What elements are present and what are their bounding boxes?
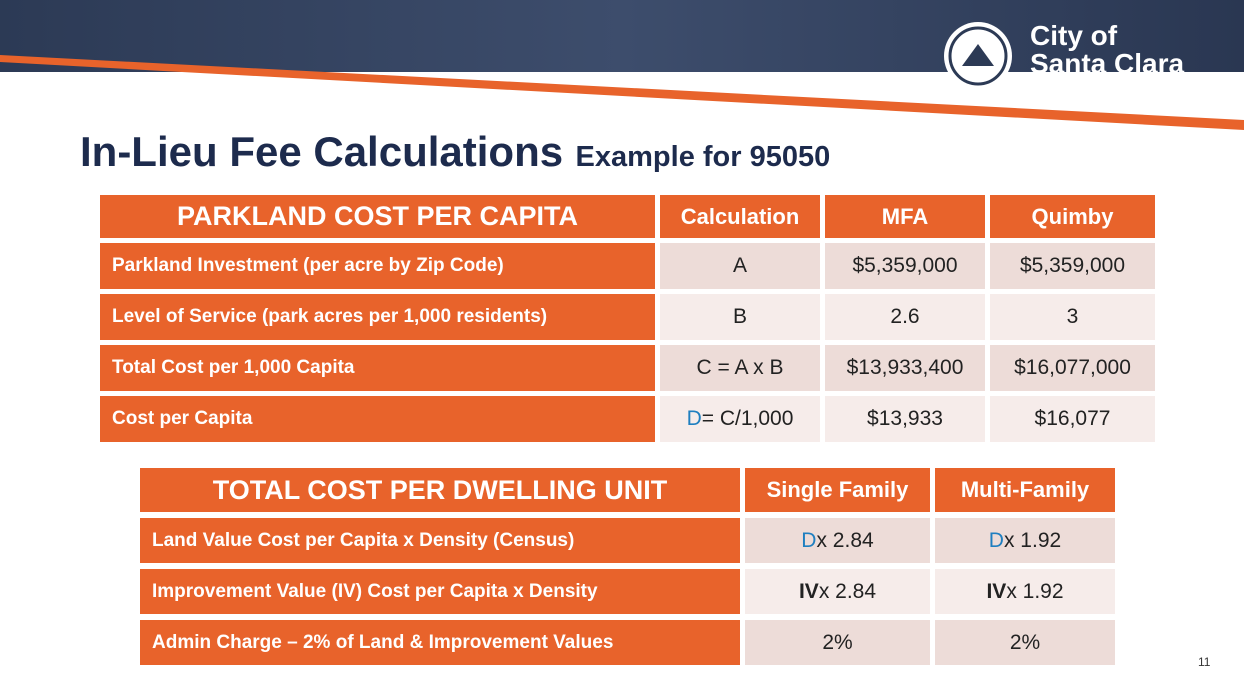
cell-text: x 2.84 — [818, 579, 877, 603]
header-cell: Single Family — [745, 468, 930, 512]
header-cell: Calculation — [660, 195, 820, 238]
cell-text: x 2.84 — [816, 528, 874, 552]
data-cell: $5,359,000 — [990, 243, 1155, 289]
row-label: Land Value Cost per Capita x Density (Ce… — [140, 518, 740, 563]
cell-text: IV — [986, 579, 1007, 603]
cell-text: IV — [798, 579, 819, 603]
cell-text: x 1.92 — [1003, 528, 1062, 552]
row-label: Level of Service (park acres per 1,000 r… — [100, 294, 655, 340]
data-cell: C = A x B — [660, 345, 820, 391]
data-cell: 2.6 — [825, 294, 985, 340]
cell-text: D — [686, 407, 702, 430]
header-cell: TOTAL COST PER DWELLING UNIT — [140, 468, 740, 512]
logo-line2: Santa Clara — [1030, 48, 1185, 79]
banner — [0, 0, 1244, 72]
header-cell: PARKLAND COST PER CAPITA — [100, 195, 655, 238]
cell-text: D — [988, 528, 1004, 552]
data-cell: $13,933,400 — [825, 345, 985, 391]
data-cell: IV x 2.84 — [745, 569, 930, 614]
title: In-Lieu Fee Calculations — [80, 128, 564, 175]
title-block: In-Lieu Fee Calculations Example for 950… — [80, 128, 830, 176]
data-cell: D x 1.92 — [935, 518, 1115, 563]
subtitle: Example for 95050 — [575, 141, 831, 173]
data-cell: 2% — [935, 620, 1115, 665]
seal-ring — [948, 26, 1008, 86]
cell-text: x 1.92 — [1006, 579, 1064, 603]
data-cell: 2% — [745, 620, 930, 665]
header-cell: Quimby — [990, 195, 1155, 238]
logo-tagline: The Center of What's Possible — [1030, 79, 1160, 89]
header-cell: Multi-Family — [935, 468, 1115, 512]
header-cell: MFA — [825, 195, 985, 238]
page-number: 11 — [1198, 655, 1211, 669]
row-label: Parkland Investment (per acre by Zip Cod… — [100, 243, 655, 289]
data-cell: D = C/1,000 — [660, 396, 820, 442]
logo-text: City of Santa Clara The Center of What's… — [1030, 22, 1184, 90]
data-cell: IV x 1.92 — [935, 569, 1115, 614]
orange-stripe — [0, 55, 1244, 130]
row-label: Total Cost per 1,000 Capita — [100, 345, 655, 391]
logo-line1: City of — [1030, 20, 1118, 51]
data-cell: B — [660, 294, 820, 340]
data-cell: A — [660, 243, 820, 289]
data-cell: 3 — [990, 294, 1155, 340]
data-cell: $16,077 — [990, 396, 1155, 442]
row-label: Admin Charge – 2% of Land & Improvement … — [140, 620, 740, 665]
cell-text: D — [801, 528, 817, 552]
banner-decoration — [0, 22, 1244, 130]
data-cell: D x 2.84 — [745, 518, 930, 563]
row-label: Cost per Capita — [100, 396, 655, 442]
data-cell: $16,077,000 — [990, 345, 1155, 391]
seal-icon — [962, 44, 994, 66]
row-label: Improvement Value (IV) Cost per Capita x… — [140, 569, 740, 614]
cell-text: = C/1,000 — [701, 407, 794, 430]
data-cell: $13,933 — [825, 396, 985, 442]
data-cell: $5,359,000 — [825, 243, 985, 289]
